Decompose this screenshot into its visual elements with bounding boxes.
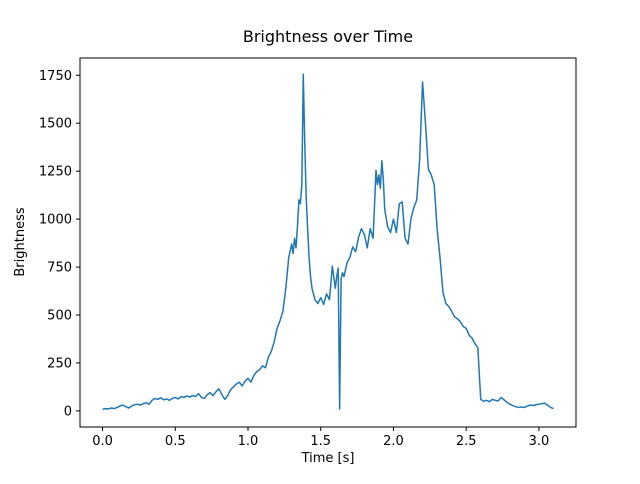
y-tick-label: 0 xyxy=(64,404,72,419)
brightness-line-series xyxy=(102,73,554,411)
y-tick-label: 1000 xyxy=(39,213,72,228)
y-tick-label: 500 xyxy=(47,308,72,323)
x-tick-label: 1.5 xyxy=(310,434,331,449)
axes-spines xyxy=(79,57,577,428)
chart-title: Brightness over Time xyxy=(243,27,413,46)
y-axis-ticks: 0 250 500 750 1000 1250 1500 1750 xyxy=(39,69,80,419)
plot-border xyxy=(79,57,577,428)
x-tick-label: 2.0 xyxy=(383,434,404,449)
y-tick-label: 1250 xyxy=(39,165,72,180)
y-axis-label: Brightness xyxy=(13,207,28,276)
x-tick-label: 0.5 xyxy=(165,434,186,449)
x-axis-ticks: 0.0 0.5 1.0 1.5 2.0 2.5 3.0 xyxy=(92,427,549,449)
x-axis-label: Time [s] xyxy=(301,451,355,466)
x-tick-label: 3.0 xyxy=(529,434,550,449)
x-tick-label: 0.0 xyxy=(92,434,113,449)
y-tick-label: 750 xyxy=(47,261,72,276)
y-tick-label: 250 xyxy=(47,356,72,371)
y-tick-label: 1750 xyxy=(39,69,72,84)
y-tick-label: 1500 xyxy=(39,117,72,132)
x-tick-label: 2.5 xyxy=(456,434,477,449)
x-tick-label: 1.0 xyxy=(238,434,259,449)
